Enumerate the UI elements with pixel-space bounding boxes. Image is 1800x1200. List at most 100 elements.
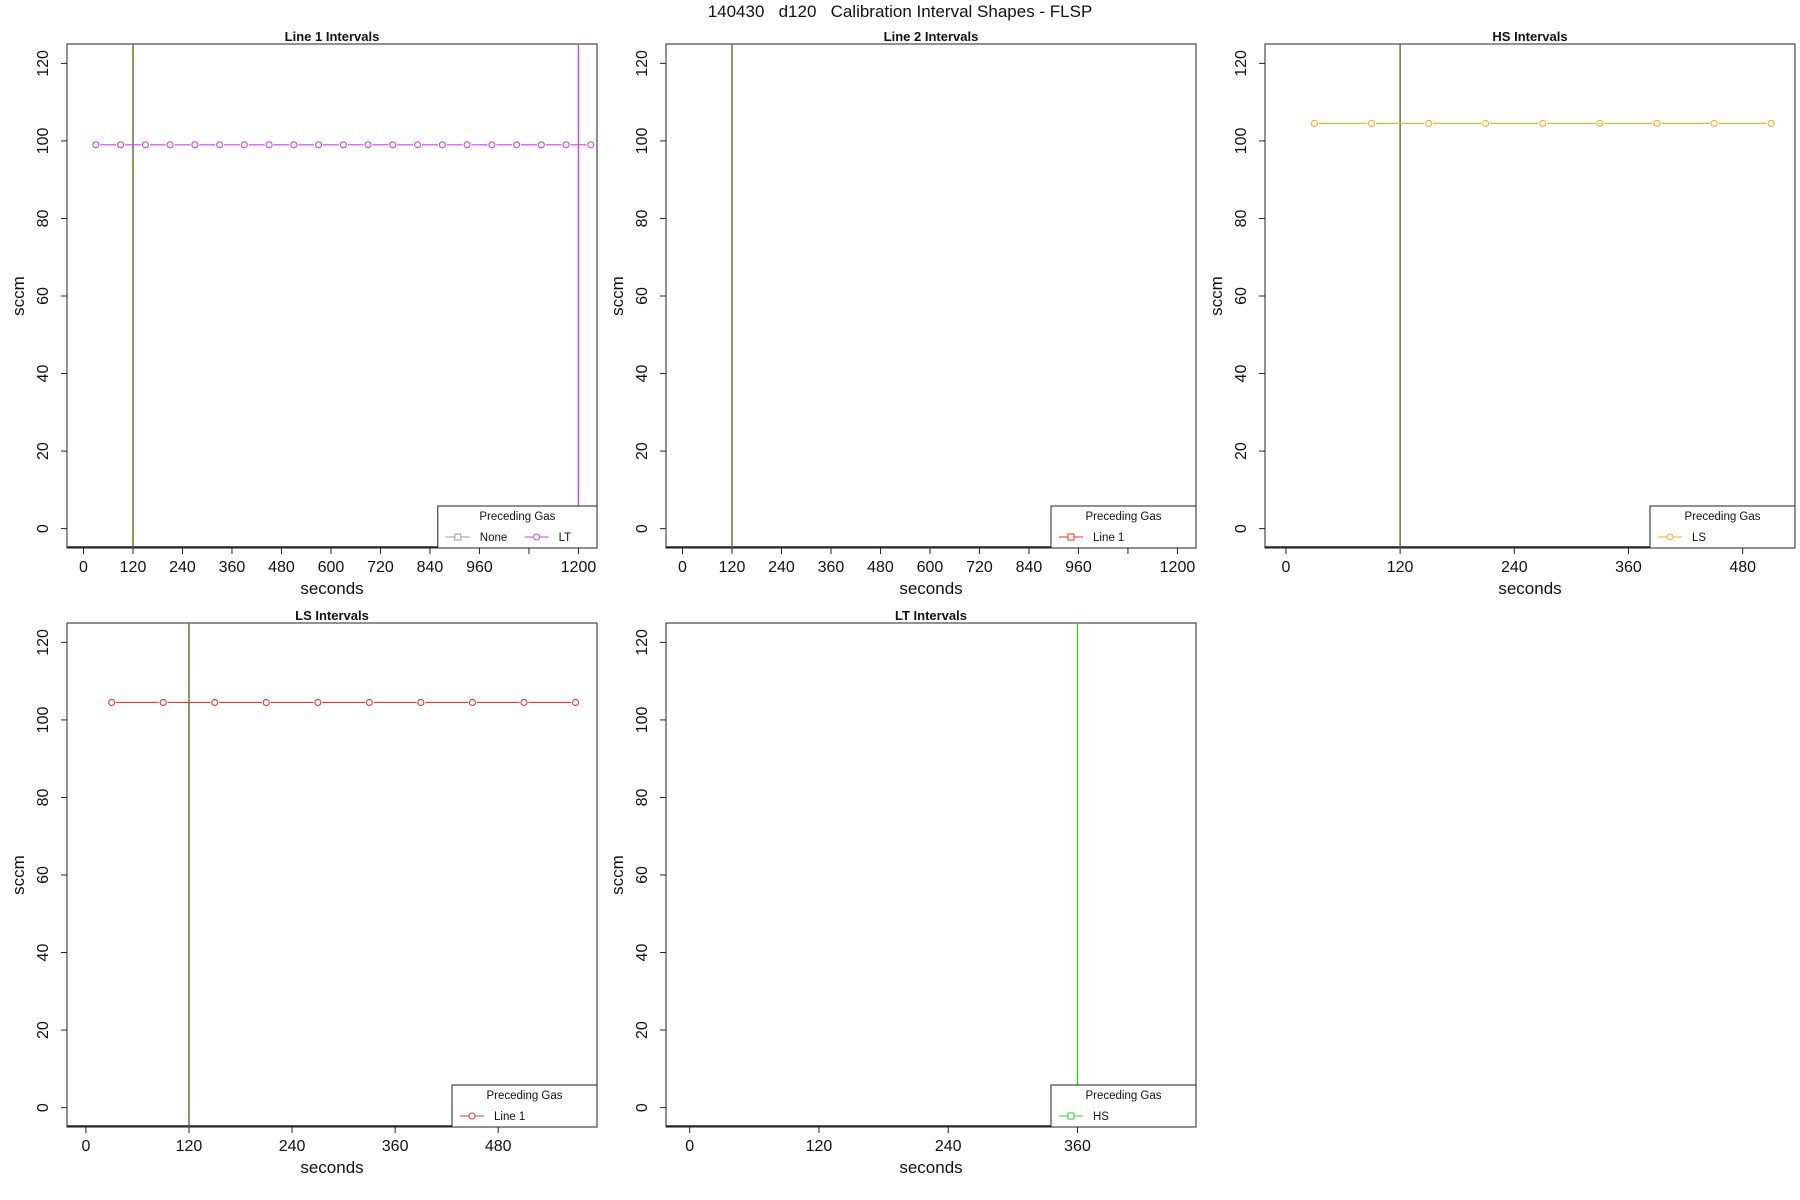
legend-title: Preceding Gas	[486, 1090, 562, 1102]
legend-title: Preceding Gas	[1085, 511, 1161, 523]
x-tick-label: 120	[120, 559, 147, 576]
y-axis-label: sccm	[608, 276, 627, 316]
x-axis-label: seconds	[300, 1158, 363, 1177]
data-point	[92, 141, 100, 149]
chart-title: LT Intervals	[895, 608, 967, 623]
y-axis-label: sccm	[9, 276, 28, 316]
legend-box	[437, 505, 598, 549]
x-tick-label: 120	[719, 559, 746, 576]
y-tick-label: 60	[634, 287, 651, 305]
x-tick-label: 480	[867, 559, 894, 576]
y-tick-label: 100	[634, 706, 651, 733]
plot-frame	[66, 622, 598, 1128]
legend: Preceding Gas Line 1	[1050, 505, 1197, 549]
data-point	[1767, 119, 1775, 128]
y-axis-label: sccm	[1207, 276, 1226, 316]
data-point	[562, 141, 570, 149]
plot-frame	[665, 622, 1197, 1128]
data-point	[216, 141, 224, 149]
data-point	[364, 141, 372, 149]
y-tick-label: 40	[1233, 365, 1250, 383]
y-axis-label: sccm	[608, 855, 627, 895]
legend-label: Line 1	[494, 1111, 525, 1123]
data-point	[315, 141, 323, 149]
data-point	[108, 698, 116, 707]
x-tick-label: 600	[917, 559, 944, 576]
data-point	[513, 141, 521, 149]
y-tick-label: 20	[35, 442, 52, 460]
x-tick-label: 960	[1065, 559, 1092, 576]
y-tick-label: 120	[35, 50, 52, 77]
data-point	[1310, 119, 1319, 128]
legend-title: Preceding Gas	[1085, 1090, 1161, 1102]
x-tick-label: 360	[818, 559, 845, 576]
data-point	[488, 141, 496, 149]
legend-label: LT	[559, 532, 572, 544]
y-tick-label: 80	[634, 788, 651, 806]
y-tick-label: 0	[634, 524, 651, 533]
data-point	[1596, 119, 1604, 128]
chart-panel-5: LT Intervals 0 120 240 360 0 20 40 60 80 100 120 sec…	[608, 608, 1197, 1177]
y-tick-label: 40	[634, 365, 651, 383]
y-tick-label: 0	[35, 524, 52, 533]
legend: Preceding Gas Line 1	[451, 1084, 598, 1128]
x-tick-label: 240	[768, 559, 795, 576]
x-tick-label: 120	[176, 1138, 203, 1155]
y-tick-label: 120	[634, 629, 651, 656]
x-tick-label: 360	[1615, 559, 1642, 576]
y-tick-label: 120	[35, 629, 52, 656]
data-point	[365, 698, 373, 707]
legend-box	[451, 1084, 598, 1128]
y-tick-label: 40	[35, 365, 52, 383]
x-tick-label: 0	[81, 1138, 90, 1155]
legend-label: LS	[1692, 532, 1706, 544]
y-tick-label: 0	[35, 1103, 52, 1112]
x-tick-label: 480	[268, 559, 295, 576]
chart-title: HS Intervals	[1492, 29, 1567, 44]
y-tick-label: 0	[1233, 524, 1250, 533]
data-point	[389, 141, 397, 149]
data-point	[159, 698, 167, 707]
chart-title: Line 1 Intervals	[285, 29, 380, 44]
y-tick-label: 20	[634, 1021, 651, 1039]
x-tick-label: 720	[367, 559, 394, 576]
x-axis-label: seconds	[899, 1158, 962, 1177]
y-tick-label: 0	[634, 1103, 651, 1112]
data-point	[141, 141, 149, 149]
x-axis-label: seconds	[300, 579, 363, 598]
x-tick-label: 1200	[1160, 559, 1196, 576]
y-tick-label: 100	[1233, 127, 1250, 154]
data-point	[265, 141, 273, 149]
data-point	[211, 698, 219, 707]
plot-frame	[665, 43, 1197, 549]
legend-marker	[454, 533, 462, 541]
data-point	[571, 698, 580, 707]
data-point	[314, 698, 322, 707]
x-tick-label: 600	[318, 559, 345, 576]
y-tick-label: 60	[35, 866, 52, 884]
data-point	[587, 141, 595, 149]
data-point	[438, 141, 446, 149]
data-point	[262, 698, 270, 707]
y-tick-label: 60	[35, 287, 52, 305]
y-tick-label: 20	[634, 442, 651, 460]
x-tick-label: 840	[1016, 559, 1043, 576]
data-point	[1482, 119, 1490, 128]
y-tick-label: 80	[35, 788, 52, 806]
x-tick-label: 1200	[561, 559, 597, 576]
x-tick-label: 360	[219, 559, 246, 576]
x-tick-label: 240	[279, 1138, 306, 1155]
data-point	[290, 141, 298, 149]
legend-title: Preceding Gas	[479, 511, 555, 523]
x-tick-label: 240	[169, 559, 196, 576]
legend-label: None	[480, 532, 508, 544]
y-tick-label: 80	[634, 209, 651, 227]
legend-box	[1050, 505, 1197, 549]
legend-marker	[1666, 533, 1674, 541]
y-tick-label: 120	[1233, 50, 1250, 77]
x-axis-label: seconds	[1498, 579, 1561, 598]
legend: Preceding Gas LS	[1649, 505, 1796, 549]
